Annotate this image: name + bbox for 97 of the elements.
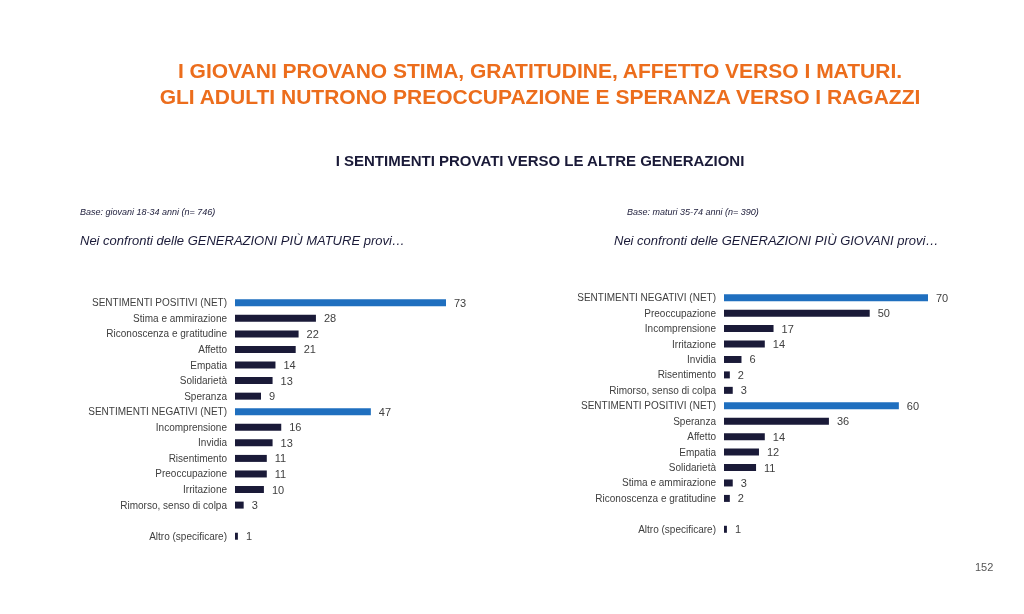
y-tick-label: Affetto <box>687 431 717 443</box>
data-label: 1 <box>245 530 253 543</box>
y-tick-label: Risentimento <box>168 452 228 464</box>
y-tick-label: Irritazione <box>183 484 228 496</box>
data-label: 6 <box>749 353 756 366</box>
y-tick-label: Rimorso, senso di colpa <box>609 384 717 396</box>
data-label: 14 <box>772 338 786 351</box>
bar <box>724 371 730 379</box>
data-label: 21 <box>303 343 316 356</box>
y-tick-label: SENTIMENTI POSITIVI (NET) <box>580 400 716 412</box>
bar <box>235 299 446 307</box>
y-tick-label: Solidarietà <box>179 375 228 387</box>
y-tick-label: Risentimento <box>657 369 717 381</box>
bar <box>724 417 829 425</box>
bar <box>724 386 733 394</box>
data-label: 12 <box>766 446 780 459</box>
y-tick-label: Stima e ammirazione <box>622 477 717 489</box>
data-label: 13 <box>280 436 293 449</box>
bar <box>235 314 316 322</box>
bar <box>724 325 774 333</box>
bar <box>235 532 238 540</box>
y-tick-label: Incomprensione <box>155 421 228 433</box>
bar <box>235 454 267 462</box>
bar <box>235 501 244 509</box>
bar <box>235 408 371 416</box>
bar <box>235 345 296 353</box>
data-label: 28 <box>323 312 337 325</box>
bar <box>235 330 299 338</box>
data-label: 50 <box>877 307 890 320</box>
data-label: 60 <box>906 399 920 412</box>
bar <box>235 470 267 478</box>
y-tick-label: Affetto <box>198 343 228 355</box>
bar <box>724 464 757 472</box>
text: 152 <box>975 561 994 573</box>
data-label: 47 <box>378 405 392 418</box>
y-tick-label: Stima e ammirazione <box>133 312 228 324</box>
data-label: 36 <box>836 415 850 428</box>
y-tick-label: SENTIMENTI NEGATIVI (NET) <box>88 406 227 418</box>
y-tick-label: Solidarietà <box>668 462 717 474</box>
data-label: 11 <box>274 467 287 480</box>
data-label: 70 <box>936 291 949 304</box>
bar <box>724 309 870 317</box>
bar <box>724 448 759 456</box>
text: I GIOVANI PROVANO STIMA, GRATITUDINE, AFFETTO VERSO I MATURI. GLI ADULTI NUTRONO PREOCCUPAZIONE E SPERANZA VERSO I RAGAZZI <box>158 58 922 110</box>
y-tick-label: Riconoscenza e gratitudine <box>106 328 228 340</box>
bar <box>724 433 765 441</box>
data-label: 9 <box>269 390 276 403</box>
data-label: 2 <box>737 492 744 505</box>
y-tick-label: SENTIMENTI POSITIVI (NET) <box>91 297 227 309</box>
y-tick-label: Altro (specificare) <box>638 523 716 535</box>
bar <box>235 361 276 369</box>
data-label: 14 <box>772 430 786 443</box>
chart-subtitle: Base: maturi 35-74 anni (n= 390) <box>627 207 759 217</box>
y-tick-label: Empatia <box>190 359 228 371</box>
bar <box>235 377 273 385</box>
chart-title: Nei confronti delle GENERAZIONI PIÙ MATURE provi… <box>80 233 405 248</box>
bar <box>235 439 273 447</box>
data-label: 1 <box>734 523 742 536</box>
y-tick-label: Rimorso, senso di colpa <box>120 499 228 511</box>
data-label: 3 <box>740 384 747 397</box>
y-tick-label: Irritazione <box>672 338 717 350</box>
y-tick-label: Riconoscenza e gratitudine <box>595 492 717 504</box>
text: I SENTIMENTI PROVATI VERSO LE ALTRE GENERAZIONI <box>334 152 746 169</box>
y-tick-label: Altro (specificare) <box>149 530 227 542</box>
data-label: 11 <box>274 452 287 465</box>
y-tick-label: Preoccupazione <box>644 307 717 319</box>
bar <box>724 294 928 302</box>
bar <box>724 525 727 533</box>
y-tick-label: Incomprensione <box>644 323 717 335</box>
y-tick-label: Preoccupazione <box>155 468 228 480</box>
y-tick-label: Speranza <box>184 390 228 402</box>
data-label: 17 <box>781 322 794 335</box>
data-label: 3 <box>740 476 747 489</box>
bar <box>724 355 742 363</box>
data-label: 2 <box>737 368 744 381</box>
data-label: 11 <box>764 461 776 474</box>
bar <box>724 402 899 410</box>
y-tick-label: Empatia <box>679 446 717 458</box>
bar <box>235 423 282 431</box>
data-label: 14 <box>283 359 296 372</box>
data-label: 10 <box>271 483 285 496</box>
y-tick-label: Invidia <box>198 437 228 449</box>
bar <box>235 392 262 400</box>
y-tick-label: Speranza <box>673 415 717 427</box>
bar <box>235 486 264 494</box>
data-label: 16 <box>289 421 302 434</box>
data-label: 73 <box>454 296 467 309</box>
bar <box>724 494 730 502</box>
y-tick-label: SENTIMENTI NEGATIVI (NET) <box>577 292 716 304</box>
text: Base: giovani 18-34 anni (n= 746) <box>80 207 216 217</box>
data-label: 13 <box>280 374 293 387</box>
bar <box>724 340 765 348</box>
y-tick-label: Invidia <box>687 353 717 365</box>
data-label: 3 <box>251 499 258 512</box>
bar <box>724 479 733 487</box>
data-label: 22 <box>306 327 319 340</box>
chart-title: Nei confronti delle GENERAZIONI PIÙ GIOVANI provi… <box>614 233 939 248</box>
